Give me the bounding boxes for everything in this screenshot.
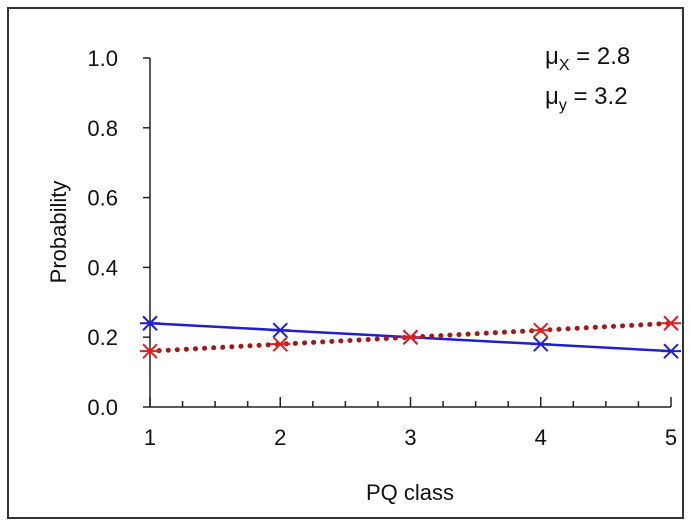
asterisk-stroke — [272, 322, 288, 338]
x-tick-label: 1 — [144, 425, 156, 450]
annotation-mu-x: μX = 2.8 — [545, 43, 630, 74]
asterisk-stroke — [533, 336, 549, 352]
y-tick-label: 0.4 — [87, 255, 118, 280]
asterisk-stroke — [402, 329, 419, 345]
tick-labels: 0.0 0.2 0.4 0.6 0.8 1.0 1 2 3 4 5 — [87, 46, 677, 450]
annotation-mu-y: μy = 3.2 — [545, 83, 628, 114]
y-tick-label: 0.6 — [87, 186, 118, 211]
asterisk-stroke — [663, 343, 679, 359]
annotation-mu-y-subscript: y — [559, 97, 567, 114]
series-2-point — [661, 315, 681, 331]
asterisk-stroke — [272, 336, 288, 352]
series-1-point — [661, 343, 681, 359]
x-tick-label: 2 — [274, 425, 286, 450]
series-2 — [140, 315, 681, 359]
series-2-point — [400, 329, 421, 345]
annotation-mu-y-symbol: μ — [545, 83, 559, 110]
asterisk-stroke — [533, 322, 549, 338]
asterisk-stroke — [142, 343, 158, 359]
chart-frame — [7, 7, 684, 519]
y-axis-title: Probability — [46, 181, 71, 284]
series-1-point — [140, 315, 160, 331]
x-tick-label: 4 — [535, 425, 547, 450]
series-2-point — [140, 343, 160, 359]
asterisk-stroke — [663, 315, 679, 331]
annotation-mu-x-symbol: μ — [545, 43, 559, 70]
annotation-mu-x-value: = 2.8 — [570, 43, 631, 70]
series-1-point — [270, 322, 291, 338]
annotation-mu-y-value: = 3.2 — [567, 83, 628, 110]
annotations: μX = 2.8 μy = 3.2 — [545, 43, 630, 114]
y-tick-label: 0.8 — [87, 116, 118, 141]
x-tick-label: 5 — [665, 425, 677, 450]
series-layer — [140, 315, 681, 359]
series-2-point — [270, 336, 291, 352]
asterisk-stroke — [142, 315, 158, 331]
y-tick-label: 1.0 — [87, 46, 118, 71]
y-tick-label: 0.2 — [87, 325, 118, 350]
series-2-point — [530, 322, 551, 338]
series-1-point — [530, 336, 551, 352]
x-tick-label: 3 — [404, 425, 416, 450]
annotation-mu-x-subscript: X — [559, 57, 570, 74]
ticks — [143, 57, 672, 408]
y-tick-label: 0.0 — [87, 395, 118, 420]
x-axis-title: PQ class — [366, 480, 454, 505]
series-2-line — [147, 320, 674, 354]
